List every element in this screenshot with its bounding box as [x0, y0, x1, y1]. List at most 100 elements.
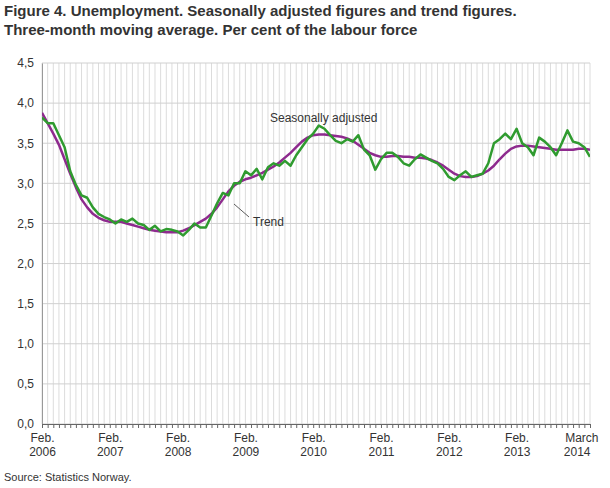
x-tick-mark	[211, 424, 212, 428]
series-labels: Seasonally adjustedTrend	[234, 111, 377, 229]
x-tick	[161, 424, 162, 428]
x-tick-mark	[511, 424, 512, 428]
grid-line-y	[42, 143, 590, 144]
x-tick-label: Feb.2006	[29, 431, 56, 459]
grid-line-x	[126, 63, 127, 424]
x-tick-mark	[178, 424, 179, 428]
x-tick	[460, 424, 461, 428]
x-tick	[494, 424, 495, 428]
grid-line-y	[42, 383, 590, 384]
x-tick-mark	[82, 424, 83, 428]
x-tick-mark	[245, 424, 246, 428]
x-tick-mark	[296, 424, 297, 428]
x-tick	[70, 424, 71, 428]
grid-line-x	[493, 63, 494, 424]
x-tick-mark	[65, 424, 66, 428]
x-tick	[488, 424, 489, 428]
x-tick	[166, 424, 167, 428]
x-tick	[522, 424, 523, 428]
y-tick: 2,0	[17, 257, 42, 271]
y-tick: 0,5	[17, 377, 42, 391]
x-tick	[189, 424, 190, 428]
y-tick-label: 1,5	[17, 297, 34, 311]
y-tick: 3,0	[17, 177, 42, 191]
grid-line-x	[70, 63, 71, 424]
grid-line-x	[53, 63, 54, 424]
x-tick-mark	[121, 424, 122, 428]
grid-line-x	[98, 63, 99, 424]
x-tick	[505, 424, 506, 428]
x-tick-mark	[268, 424, 269, 428]
x-tick-mark	[550, 424, 551, 428]
y-tick-label: 3,5	[17, 137, 34, 151]
x-tick-mark	[370, 424, 371, 428]
x-tick-mark	[251, 424, 252, 428]
x-tick-mark	[285, 424, 286, 428]
x-tick-label-line: Feb.	[30, 431, 54, 445]
chart-container: Figure 4. Unemployment. Seasonally adjus…	[0, 0, 610, 488]
x-tick	[82, 424, 83, 428]
x-tick-mark	[200, 424, 201, 428]
x-tick-mark	[172, 424, 173, 428]
x-tick	[296, 424, 297, 428]
label-pointer	[234, 204, 249, 217]
x-tick-mark	[53, 424, 54, 428]
grid-line-x	[533, 63, 534, 424]
grid-line-x	[499, 63, 500, 424]
x-tick-mark	[217, 424, 218, 428]
x-tick-mark	[223, 424, 224, 428]
x-tick	[240, 424, 241, 428]
x-tick	[404, 424, 405, 428]
x-tick: Feb.2007	[97, 424, 124, 459]
x-tick	[415, 424, 416, 428]
grid-line-x	[426, 63, 427, 424]
x-tick-mark	[562, 424, 563, 428]
y-tick: 1,5	[17, 297, 42, 311]
grid-line-x	[516, 63, 517, 424]
x-tick	[545, 424, 546, 428]
x-tick	[550, 424, 551, 428]
grid-line-x	[75, 63, 76, 424]
grid-line-x	[109, 63, 110, 424]
grid-line-x	[149, 63, 150, 424]
x-tick-mark	[183, 424, 184, 428]
grid-line-x	[465, 63, 466, 424]
x-tick-mark	[319, 424, 320, 428]
grid-line-x	[160, 63, 161, 424]
x-tick-mark	[528, 424, 529, 428]
x-tick	[364, 424, 365, 428]
x-tick-mark	[166, 424, 167, 428]
x-tick	[183, 424, 184, 428]
x-tick-label-line: 2008	[165, 445, 192, 459]
x-tick	[234, 424, 235, 428]
grid-line-x	[477, 63, 478, 424]
x-tick	[375, 424, 376, 428]
x-tick	[138, 424, 139, 428]
x-tick	[155, 424, 156, 428]
x-tick-mark	[347, 424, 348, 428]
x-tick-mark	[534, 424, 535, 428]
x-tick-mark	[313, 424, 314, 428]
grid-line-x	[251, 63, 252, 424]
x-tick-mark	[415, 424, 416, 428]
x-tick	[319, 424, 320, 428]
x-tick	[211, 424, 212, 428]
y-tick-label: 2,5	[17, 217, 34, 231]
x-tick-label: Feb.2013	[504, 431, 531, 459]
x-tick	[65, 424, 66, 428]
x-tick	[87, 424, 88, 428]
grid-line-x	[471, 63, 472, 424]
grid-line-x	[104, 63, 105, 424]
x-tick-mark	[556, 424, 557, 428]
grid-line-x	[64, 63, 65, 424]
grid-line-x	[183, 63, 184, 424]
x-tick	[392, 424, 393, 428]
y-tick-label: 2,0	[17, 257, 34, 271]
x-tick	[454, 424, 455, 428]
x-tick	[279, 424, 280, 428]
x-tick-label: March2014	[564, 431, 599, 459]
x-tick-mark	[195, 424, 196, 428]
x-tick-mark	[573, 424, 574, 428]
x-tick-label: Feb.2007	[97, 431, 124, 459]
x-tick-label-line: 2006	[29, 445, 56, 459]
